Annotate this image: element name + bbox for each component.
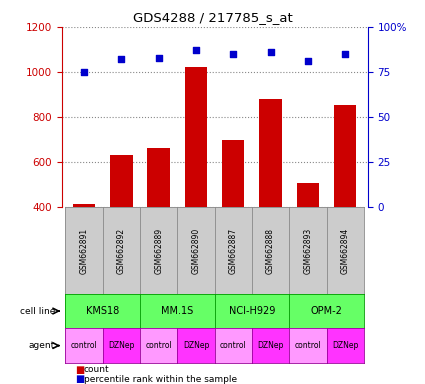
Text: GSM662891: GSM662891	[79, 227, 88, 274]
Text: control: control	[295, 341, 321, 350]
Text: ■: ■	[75, 374, 85, 384]
Text: control: control	[71, 341, 97, 350]
Text: GSM662892: GSM662892	[117, 227, 126, 274]
Text: GSM662894: GSM662894	[341, 227, 350, 274]
Text: DZNep: DZNep	[108, 341, 135, 350]
Text: GSM662888: GSM662888	[266, 228, 275, 273]
Text: GSM662887: GSM662887	[229, 227, 238, 274]
Text: GSM662893: GSM662893	[303, 227, 312, 274]
Point	[155, 55, 162, 61]
Text: DZNep: DZNep	[332, 341, 358, 350]
Bar	[297, 182, 319, 298]
Text: control: control	[145, 341, 172, 350]
Text: ■: ■	[75, 365, 85, 375]
Text: GSM662890: GSM662890	[192, 227, 201, 274]
Text: cell line: cell line	[20, 306, 55, 316]
Text: NCI-H929: NCI-H929	[229, 306, 275, 316]
Bar	[110, 156, 133, 298]
Point	[230, 51, 237, 57]
Text: count: count	[84, 365, 109, 374]
Text: GDS4288 / 217785_s_at: GDS4288 / 217785_s_at	[133, 12, 292, 25]
Text: DZNep: DZNep	[183, 341, 209, 350]
Bar	[259, 99, 282, 298]
Bar	[334, 105, 357, 298]
Bar	[147, 147, 170, 298]
Text: GSM662889: GSM662889	[154, 227, 163, 274]
Point	[118, 56, 125, 63]
Point	[267, 49, 274, 55]
Text: agent: agent	[29, 341, 55, 350]
Point	[305, 58, 312, 64]
Point	[81, 69, 88, 75]
Text: KMS18: KMS18	[86, 306, 119, 316]
Text: percentile rank within the sample: percentile rank within the sample	[84, 375, 237, 384]
Text: OPM-2: OPM-2	[311, 306, 343, 316]
Bar	[73, 204, 95, 298]
Point	[193, 47, 199, 53]
Text: DZNep: DZNep	[258, 341, 284, 350]
Text: control: control	[220, 341, 246, 350]
Bar	[185, 68, 207, 298]
Bar	[222, 140, 244, 298]
Text: MM.1S: MM.1S	[161, 306, 193, 316]
Point	[342, 51, 348, 57]
